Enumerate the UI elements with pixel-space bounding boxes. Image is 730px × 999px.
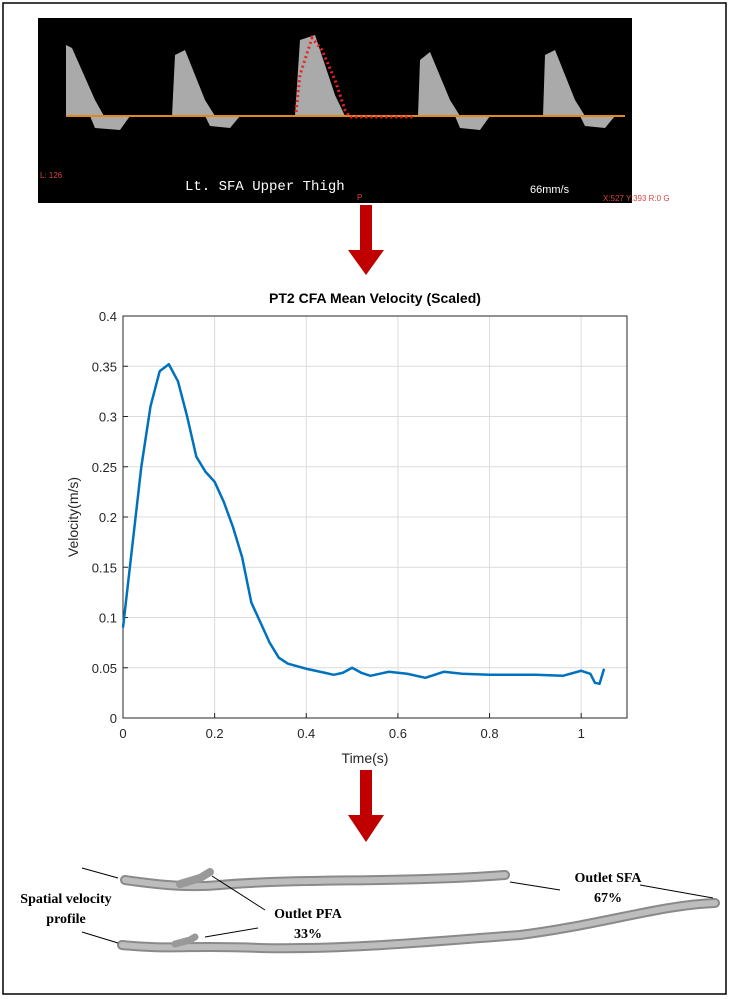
scale-bottom: -60 [636, 163, 652, 175]
x-axis-label: Time(s) [342, 750, 389, 766]
x-tick-label: 1 [578, 726, 585, 741]
marker: P [357, 193, 362, 202]
ultrasound: 60 cm/s -60 Lt. SFA Upper Thigh 66mm/s X… [38, 18, 670, 203]
y-axis-label: Velocity(m/s) [65, 477, 81, 557]
y-tick-label: 0.05 [92, 661, 117, 676]
x-tick-label: 0.6 [389, 726, 407, 741]
sfa-label: Outlet SFA [574, 871, 642, 886]
cursor: X:527 Y:393 R:0 G [603, 194, 670, 203]
doppler-envelope [66, 35, 615, 130]
scale-top: 60 [640, 53, 652, 65]
arrow [348, 205, 384, 275]
y-tick-label: 0.4 [99, 309, 117, 324]
leader-lines [81, 867, 714, 944]
chart-title: PT2 CFA Mean Velocity (Scaled) [269, 290, 481, 306]
y-tick-label: 0.3 [99, 410, 117, 425]
y-tick-label: 0 [110, 711, 117, 726]
x-tick-label: 0.2 [206, 726, 224, 741]
sfa-share: 67% [594, 891, 622, 906]
plot-border [122, 315, 628, 719]
pfa-share: 33% [294, 927, 322, 942]
y-tick-label: 0.15 [92, 560, 117, 575]
x-tick-label: 0.4 [297, 726, 315, 741]
inlet-label: profile [46, 912, 85, 927]
y-tick-label: 0.35 [92, 359, 117, 374]
vessels [117, 868, 720, 954]
y-tick-label: 0.2 [99, 510, 117, 525]
x-tick-label: 0 [119, 726, 126, 741]
plot: 0 0.05 0.1 0.15 0.2 0.25 0.3 0.35 0.4 0 0.2 0.4 0.6 0… [92, 309, 628, 741]
pfa-label: Outlet PFA [274, 907, 343, 922]
caption: Lt. SFA Upper Thigh [185, 179, 345, 195]
line [121, 362, 606, 686]
scale-unit: cm/s [640, 111, 664, 123]
y-tick-label: 0.25 [92, 460, 117, 475]
inlet-label: Spatial velocity [20, 892, 111, 907]
arrow [348, 770, 384, 842]
y-tick-label: 0.1 [99, 611, 117, 626]
level: L: 126 [40, 171, 63, 180]
speed: 66mm/s [530, 184, 570, 196]
x-tick-label: 0.8 [481, 726, 499, 741]
